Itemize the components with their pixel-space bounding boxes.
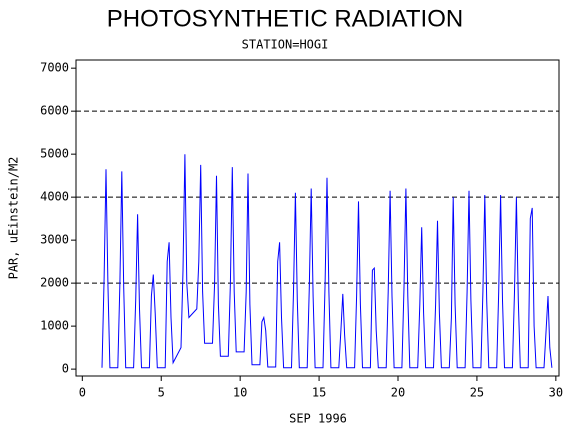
x-tick-label: 25: [470, 386, 484, 400]
data-line: [101, 154, 553, 369]
y-tick-label: 3000: [40, 233, 69, 247]
y-tick-label: 7000: [40, 61, 69, 75]
y-tick-label: 5000: [40, 147, 69, 161]
chart-title: PHOTOSYNTHETIC RADIATION: [107, 5, 463, 32]
y-tick-label: 2000: [40, 276, 69, 290]
x-axis-label: SEP 1996: [289, 412, 347, 426]
x-tick-label: 20: [391, 386, 405, 400]
y-tick-label: 6000: [40, 104, 69, 118]
y-tick-label: 1000: [40, 319, 69, 333]
x-tick-label: 5: [158, 386, 165, 400]
plot-frame: [75, 59, 560, 377]
chart-subtitle: STATION=HOGI: [242, 38, 329, 52]
x-tick-label: 30: [549, 386, 563, 400]
x-tick-label: 10: [233, 386, 247, 400]
x-tick-label: 15: [312, 386, 326, 400]
y-tick-label: 0: [62, 362, 69, 376]
y-tick-label: 4000: [40, 190, 69, 204]
y-axis-label: PAR, uEinstein/M2: [7, 157, 21, 280]
x-tick-label: 0: [79, 386, 86, 400]
